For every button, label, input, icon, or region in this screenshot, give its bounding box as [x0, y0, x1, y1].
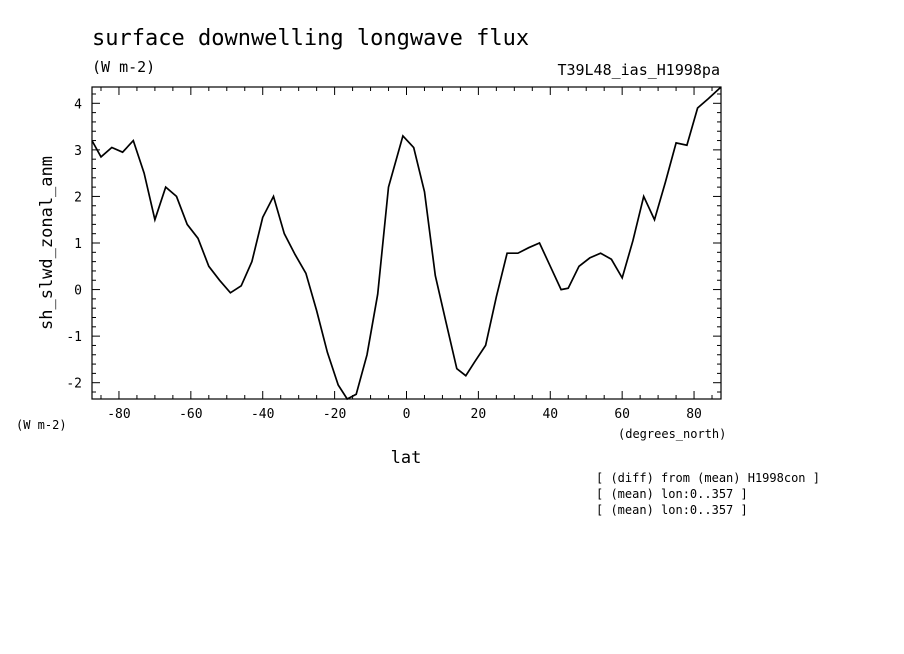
- x-tick-label: 20: [471, 407, 487, 422]
- x-axis-label: lat: [391, 448, 422, 468]
- y-tick-label: 0: [74, 284, 82, 299]
- series-line: [91, 86, 722, 401]
- note-line-1: [ (diff) from (mean) H1998con ]: [596, 471, 820, 485]
- chart-units: (W m-2): [92, 58, 155, 76]
- note-line-2: [ (mean) lon:0..357 ]: [596, 487, 748, 501]
- y-axis-label: sh_slwd_zonal_anm: [37, 156, 57, 330]
- x-tick-label: -80: [107, 407, 130, 422]
- x-tick-label: -60: [179, 407, 202, 422]
- y-tick-label: 3: [74, 144, 82, 159]
- y-tick-label: 1: [74, 237, 82, 252]
- x-tick-label: 40: [542, 407, 558, 422]
- x-tick-label: 0: [403, 407, 411, 422]
- x-tick-label: -40: [251, 407, 274, 422]
- chart-title: surface downwelling longwave flux: [92, 26, 529, 51]
- y-units-label: (W m-2): [16, 418, 67, 432]
- y-tick-label: 2: [74, 190, 82, 205]
- y-axis-ticks: -2 -1 0 1 2 3 4: [66, 93, 721, 393]
- y-tick-label: -1: [66, 330, 82, 345]
- y-tick-label: 4: [74, 97, 82, 112]
- plot-frame: [91, 86, 722, 400]
- y-tick-label: -2: [66, 377, 82, 392]
- x-tick-label: 60: [614, 407, 630, 422]
- run-id-label: T39L48_ias_H1998pa: [557, 61, 720, 79]
- x-tick-label: -20: [323, 407, 346, 422]
- x-axis-ticks: -80 -60 -40 -20 0 20 40 60 80: [100, 87, 713, 422]
- x-tick-label: 80: [686, 407, 702, 422]
- note-line-3: [ (mean) lon:0..357 ]: [596, 503, 748, 517]
- x-units-label: (degrees_north): [618, 427, 726, 441]
